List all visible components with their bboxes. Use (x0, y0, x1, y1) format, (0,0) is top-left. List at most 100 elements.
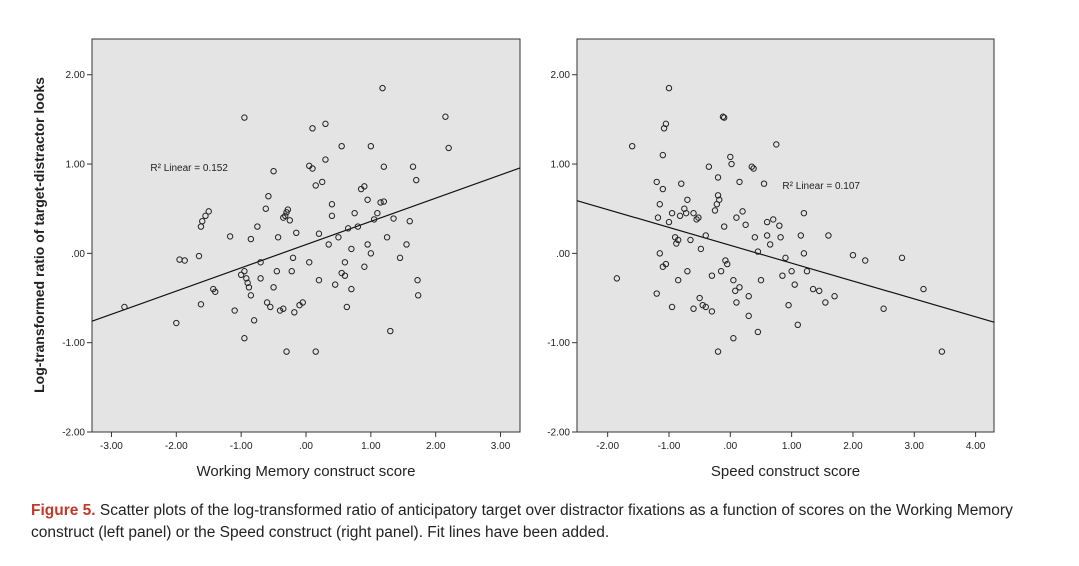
data-point (241, 335, 248, 342)
y-tick-label: -2.00 (62, 428, 85, 439)
data-point (682, 209, 690, 217)
data-point (243, 275, 250, 282)
data-point (274, 234, 282, 241)
data-point (779, 272, 786, 279)
data-point (291, 309, 298, 316)
data-point (665, 218, 673, 226)
left-panel: -3.00 -2.00 -1.00 .00 1.00 2.00 3.00 -2.00 -1.00… (62, 38, 521, 480)
data-point (754, 248, 762, 255)
caption-label: Figure 5. (31, 502, 96, 519)
x-tick-label: 1.00 (361, 441, 381, 452)
y-axis-title: Log-transformed ratio of target-distract… (31, 77, 47, 393)
data-point (665, 84, 673, 92)
data-point (678, 180, 685, 187)
data-point (380, 198, 388, 205)
data-point (364, 196, 371, 203)
data-point (247, 292, 255, 299)
data-point (716, 196, 723, 203)
data-point (794, 321, 801, 329)
data-point (825, 232, 832, 239)
data-point (687, 236, 694, 244)
data-point (676, 212, 684, 220)
data-point (322, 156, 329, 163)
data-point (714, 348, 722, 355)
y-tick-label: 1.00 (551, 160, 571, 171)
y-tick-label: -2.00 (547, 428, 570, 439)
fit-line (576, 200, 995, 323)
data-point (898, 254, 906, 262)
data-point (697, 245, 705, 253)
data-point (656, 250, 663, 257)
data-point (257, 275, 264, 282)
data-point (816, 287, 823, 295)
data-point (938, 348, 946, 355)
data-point (659, 185, 667, 193)
data-point (284, 206, 292, 213)
data-point (791, 281, 798, 288)
data-point (690, 305, 697, 312)
data-point (199, 218, 206, 225)
data-point (286, 217, 293, 224)
data-point (331, 281, 339, 288)
x-tick-label: .00 (723, 441, 737, 452)
data-point (766, 241, 774, 248)
data-point (920, 285, 927, 293)
data-point (822, 299, 829, 306)
data-point (711, 207, 719, 214)
data-point (720, 114, 728, 121)
data-point (226, 233, 234, 240)
data-point (613, 275, 621, 282)
data-point (354, 223, 362, 230)
data-point (708, 272, 716, 279)
data-point (270, 284, 277, 291)
data-point (719, 113, 727, 120)
data-point (306, 259, 313, 266)
data-point (750, 165, 757, 172)
data-point (690, 209, 697, 217)
data-point (763, 218, 771, 226)
data-point (674, 276, 682, 284)
data-point (289, 254, 297, 262)
x-tick-label: -2.00 (596, 441, 619, 452)
x-tick-label: -1.00 (230, 441, 253, 452)
data-point (800, 209, 808, 217)
data-point (377, 199, 384, 206)
data-point (312, 348, 319, 355)
data-point (862, 257, 869, 264)
data-point (803, 268, 811, 275)
x-tick-label: 4.00 (966, 441, 986, 452)
data-point (763, 232, 771, 239)
data-point (367, 142, 375, 150)
data-point (739, 208, 746, 215)
data-point (370, 216, 378, 223)
data-point (364, 241, 371, 248)
data-point (776, 222, 783, 229)
data-point (263, 299, 271, 306)
data-point (328, 201, 336, 208)
data-point (442, 113, 449, 120)
y-tick-label: -1.00 (62, 338, 85, 349)
data-point (250, 317, 258, 324)
data-point (668, 303, 676, 311)
data-point (254, 223, 261, 230)
y-tick-label: 2.00 (66, 70, 86, 81)
data-point (322, 120, 329, 128)
data-point (751, 234, 759, 241)
data-point (231, 307, 238, 314)
data-point (267, 303, 274, 311)
data-point (754, 328, 762, 336)
data-point (662, 260, 670, 268)
x-tick-label: 2.00 (843, 441, 863, 452)
data-point (361, 183, 368, 190)
plot-area (576, 38, 995, 433)
data-point (773, 141, 780, 148)
data-point (693, 216, 700, 223)
r2-annotation: R² Linear = 0.152 (150, 163, 228, 174)
data-point (788, 268, 795, 275)
data-point (413, 176, 420, 184)
data-point (777, 234, 784, 241)
data-point (282, 212, 289, 220)
data-point (809, 285, 817, 293)
data-point (262, 205, 269, 212)
data-point (727, 153, 734, 161)
